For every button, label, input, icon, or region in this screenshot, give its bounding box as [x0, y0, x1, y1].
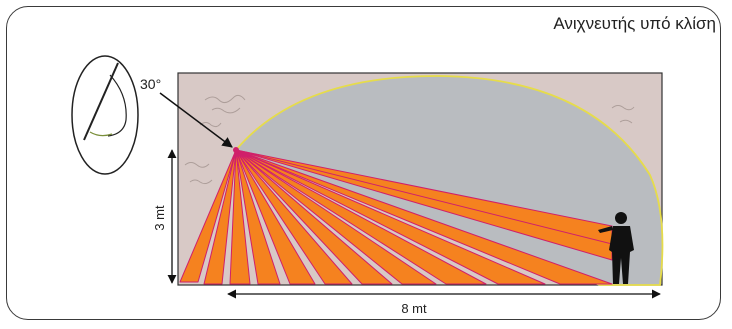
diagram-frame [6, 6, 721, 320]
detection-beam [235, 149, 353, 285]
detector-inset [71, 55, 139, 175]
diagram-title: Ανιχνευτής υπό κλίση [553, 14, 716, 33]
detection-beam [229, 149, 251, 285]
detection-beam [203, 149, 237, 285]
detection-beam [235, 149, 546, 285]
width-label: 8 mt [401, 301, 427, 316]
detection-beam [235, 149, 316, 285]
detection-beams [179, 149, 613, 285]
detection-beam [235, 149, 393, 285]
person-silhouette [598, 212, 634, 284]
detection-beam [235, 149, 437, 285]
detection-beam [235, 149, 281, 285]
sensor-point [233, 147, 239, 153]
angle-label: 30° [140, 76, 161, 92]
height-label: 3 mt [152, 205, 167, 231]
angle-pointer-arrow [159, 92, 233, 148]
detection-beam [235, 149, 613, 285]
detection-beam [179, 149, 237, 283]
detection-beam [235, 149, 487, 285]
